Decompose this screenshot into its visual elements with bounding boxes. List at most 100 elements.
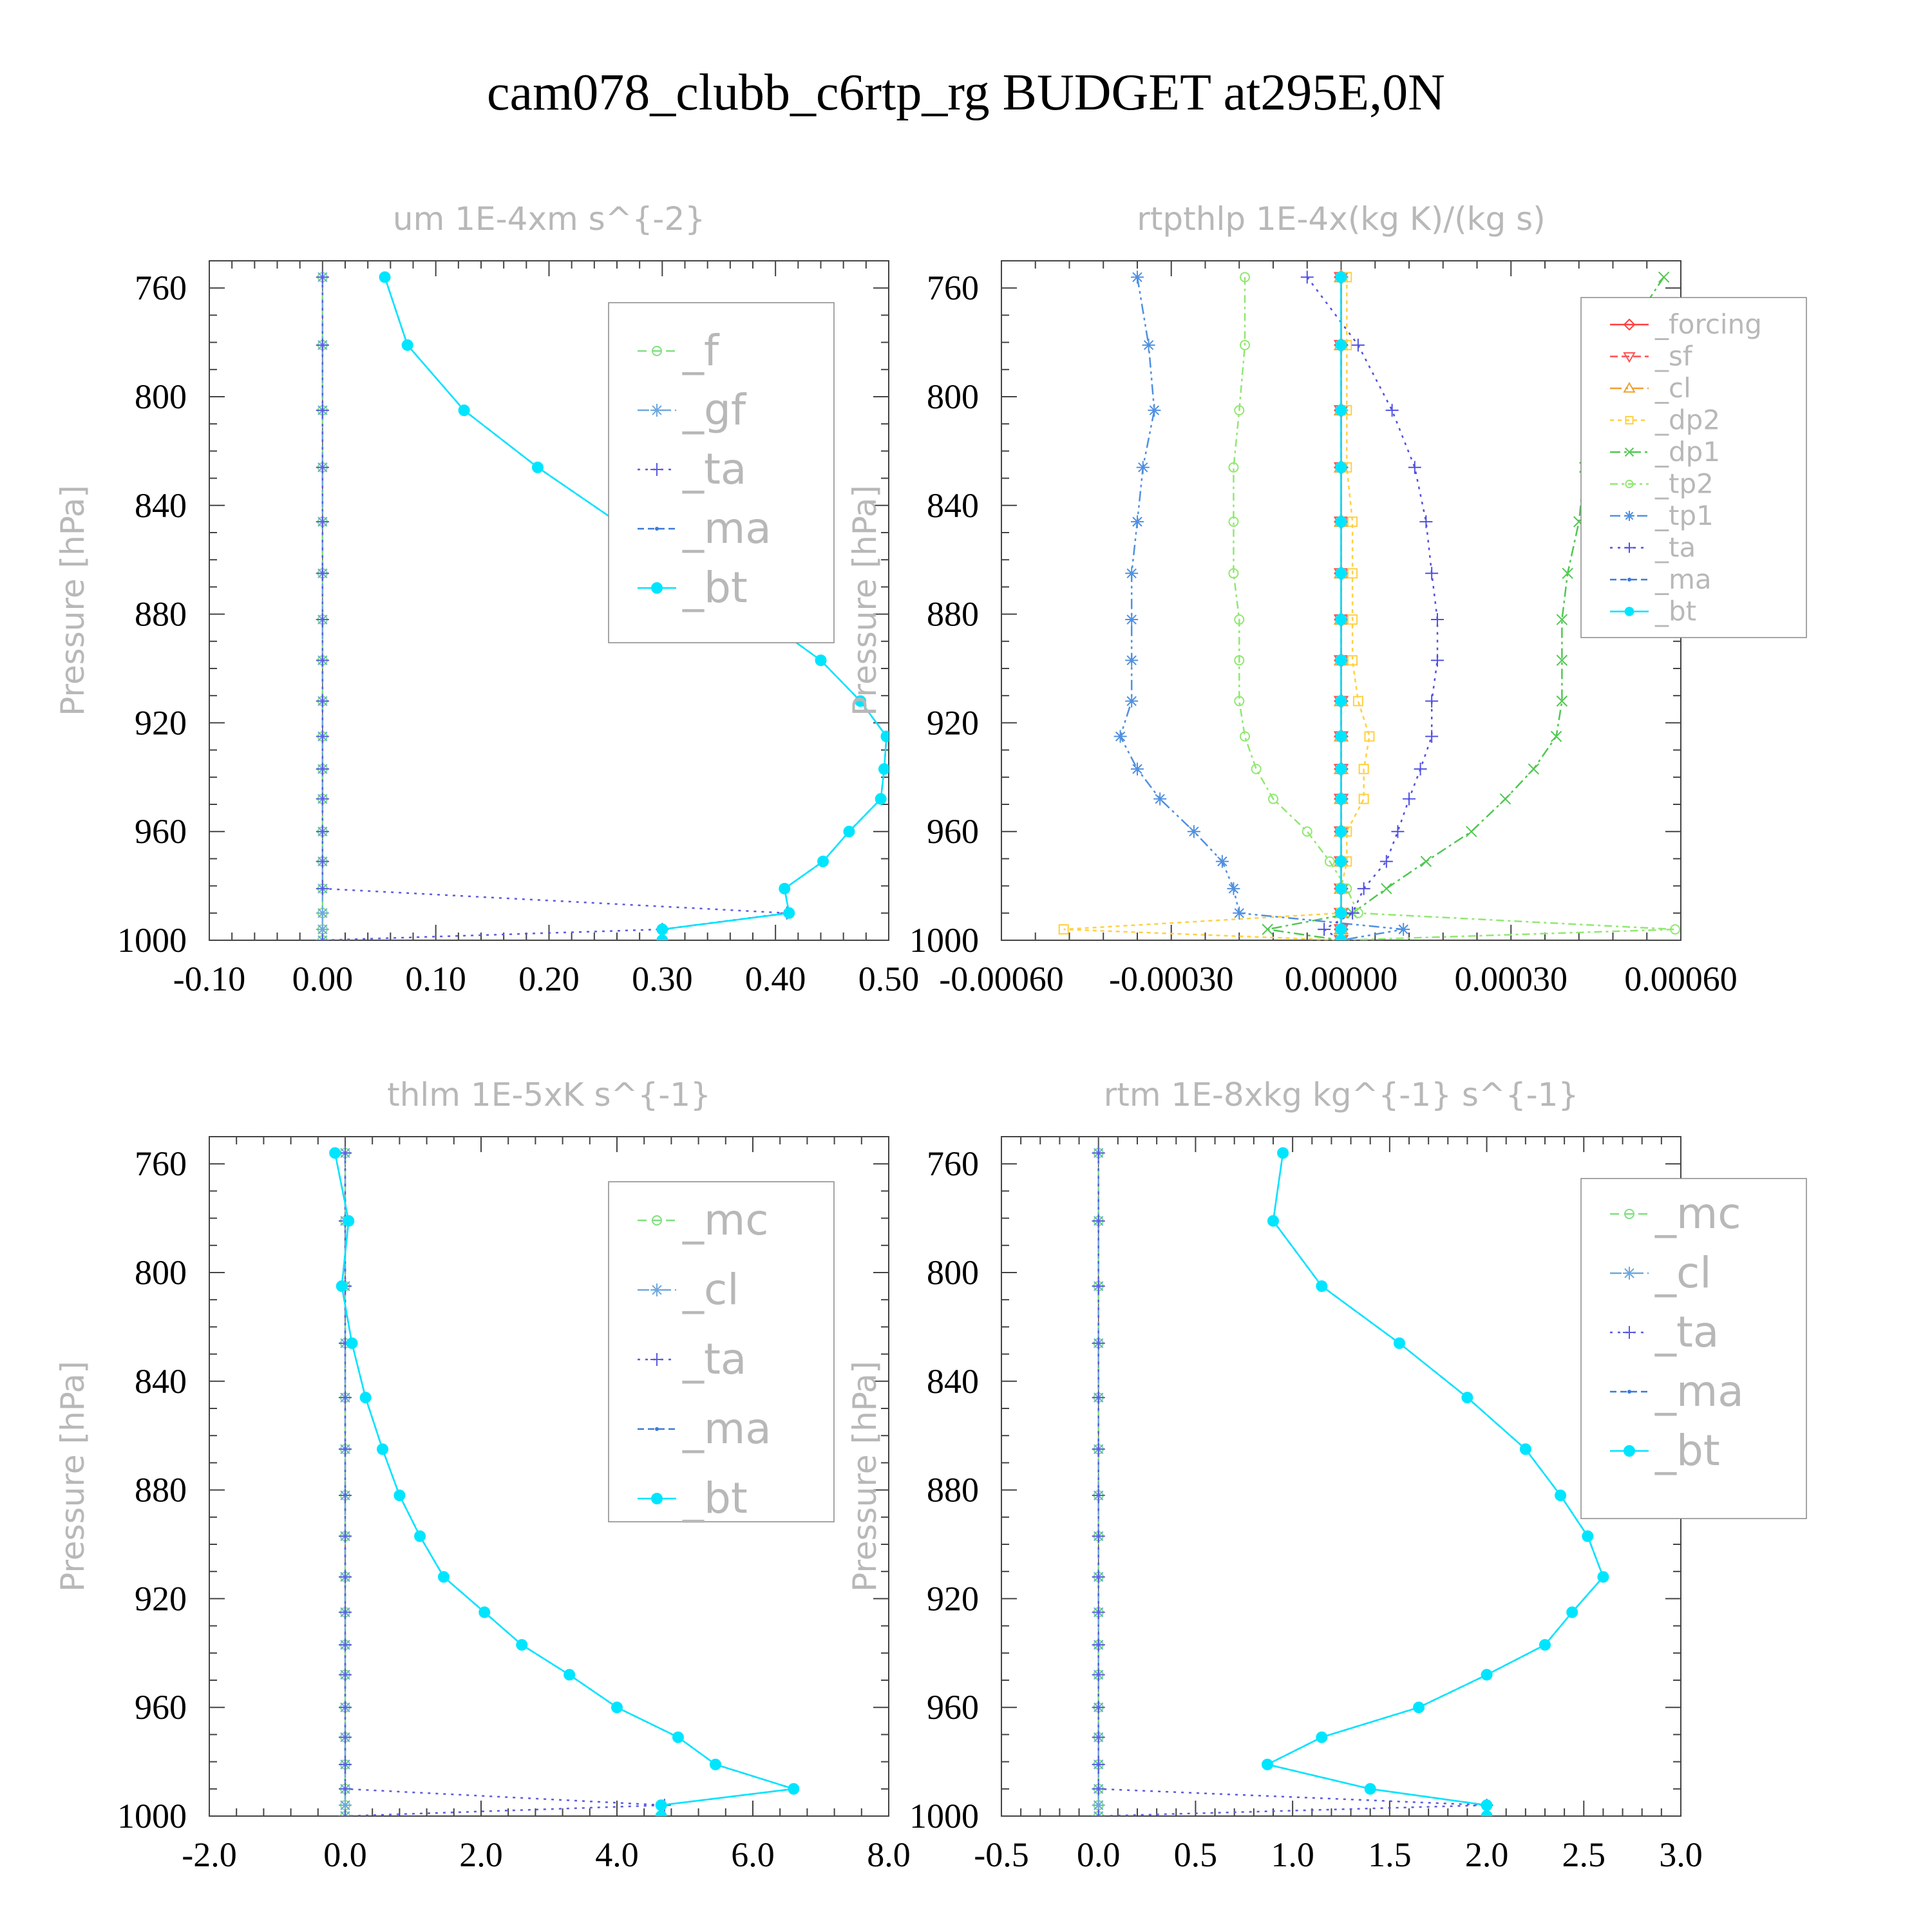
legend-marker (1624, 542, 1634, 553)
plot-frame (1001, 1136, 1681, 1817)
data-point (316, 515, 329, 529)
legend-box (1580, 1178, 1807, 1519)
legend-label: _sf (1654, 340, 1693, 372)
data-point (1335, 461, 1347, 473)
data-point (1228, 568, 1239, 579)
legend-label: _ma (682, 504, 772, 553)
data-point (1335, 516, 1347, 528)
legend-label: _ma (1654, 1367, 1744, 1416)
legend-label: _mc (682, 1195, 769, 1245)
y-tick-label: 840 (135, 1362, 187, 1401)
data-point (1335, 934, 1347, 940)
data-point (1420, 855, 1432, 867)
y-tick-label: 880 (927, 595, 979, 634)
x-tick-label: -2.0 (182, 1835, 236, 1874)
y-tick-label: 880 (135, 595, 187, 634)
data-point (1351, 338, 1365, 352)
panel-title: rtpthlp 1E-4x(kg K)/(kg s) (1137, 200, 1545, 238)
legend-marker (655, 527, 659, 531)
y-axis-label: Pressure [hPa] (846, 485, 884, 716)
data-point (1092, 1668, 1105, 1681)
data-point (656, 923, 668, 936)
y-tick-label: 920 (135, 1579, 187, 1618)
legend-label: _bt (682, 1473, 748, 1523)
legend: _mc _cl _ta _ma _bt (1580, 1178, 1807, 1519)
legend-label: _tp1 (1654, 500, 1714, 531)
data-point (817, 855, 829, 867)
x-tick-label: 0.00060 (1624, 960, 1738, 998)
data-point (1335, 730, 1347, 743)
data-point (1092, 1701, 1105, 1714)
data-point (1153, 792, 1167, 806)
series-line-bt (334, 1153, 794, 1816)
x-tick-label: -0.5 (974, 1835, 1028, 1874)
data-point (339, 1799, 352, 1812)
x-tick-label: -0.00060 (939, 960, 1063, 998)
data-point (1092, 1730, 1105, 1744)
data-point (316, 906, 329, 920)
data-point (359, 1392, 372, 1404)
data-point (1092, 1799, 1105, 1812)
data-point (343, 1215, 355, 1227)
x-tick-label: 0.40 (745, 960, 806, 998)
data-point (1234, 655, 1245, 666)
data-point (1125, 567, 1139, 580)
data-point (1425, 694, 1439, 708)
data-point (1358, 764, 1369, 775)
series-line-bt (1265, 1153, 1604, 1816)
data-point (316, 792, 329, 806)
data-point (1277, 1147, 1289, 1159)
data-point (339, 1701, 352, 1714)
data-point (1528, 763, 1540, 775)
data-point (1234, 614, 1245, 625)
data-point (316, 762, 329, 776)
data-point (1131, 270, 1144, 284)
data-point (1364, 731, 1375, 742)
y-tick-label: 880 (135, 1471, 187, 1510)
series-line-ta (1306, 276, 1439, 940)
x-tick-label: 0.10 (405, 960, 466, 998)
data-point (655, 1799, 667, 1812)
data-point (339, 1146, 352, 1160)
legend-label: _forcing (1654, 308, 1762, 340)
legend-label: _bt (1654, 595, 1696, 627)
data-point (1335, 271, 1347, 283)
data-point (1240, 731, 1251, 742)
legend-marker (1624, 447, 1634, 457)
data-point (779, 882, 791, 895)
x-tick-label: 0.0 (323, 1835, 367, 1874)
data-point (377, 1443, 389, 1455)
y-tick-label: 800 (927, 1253, 979, 1292)
panel-title: thlm 1E-5xK s^{-1} (387, 1076, 711, 1113)
data-point (1240, 339, 1251, 350)
legend-marker (650, 1353, 663, 1366)
data-point (1335, 654, 1347, 667)
data-point (316, 730, 329, 743)
legend-marker (1623, 318, 1636, 331)
data-point (1335, 614, 1347, 626)
data-point (1092, 1638, 1105, 1652)
data-point (316, 338, 329, 352)
data-point (1385, 404, 1399, 417)
data-point (1481, 1799, 1493, 1812)
x-tick-label: 3.0 (1659, 1835, 1703, 1874)
data-point (458, 404, 470, 417)
data-point (1430, 613, 1444, 627)
x-tick-label: 6.0 (731, 1835, 775, 1874)
series-line-ta (321, 277, 787, 940)
data-point (1358, 793, 1369, 804)
data-point (339, 1570, 352, 1584)
data-point (1347, 614, 1358, 625)
legend-label: _bt (1654, 1426, 1720, 1475)
data-point (656, 934, 668, 940)
legend-label: _ta (1654, 1307, 1719, 1357)
legend-marker (1624, 1445, 1635, 1457)
series-line-dp1 (1267, 276, 1665, 940)
legend-marker (1627, 1390, 1631, 1394)
data-point (1357, 882, 1370, 895)
y-tick-label: 960 (135, 1688, 187, 1727)
data-point (1670, 924, 1681, 935)
y-tick-label: 960 (135, 812, 187, 851)
y-tick-label: 800 (135, 1253, 187, 1292)
data-point (1658, 271, 1670, 283)
